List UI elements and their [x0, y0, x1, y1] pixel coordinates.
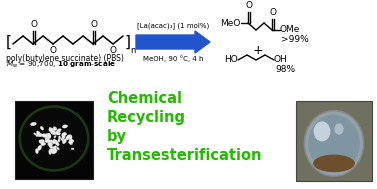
Text: [: [	[6, 35, 12, 50]
Ellipse shape	[40, 126, 44, 130]
Ellipse shape	[48, 140, 53, 143]
Ellipse shape	[35, 149, 38, 154]
Text: HO: HO	[224, 56, 238, 64]
FancyArrow shape	[136, 31, 210, 53]
Ellipse shape	[55, 142, 58, 145]
Ellipse shape	[56, 129, 61, 133]
Ellipse shape	[46, 137, 49, 141]
Ellipse shape	[69, 135, 72, 140]
Text: by: by	[107, 129, 127, 144]
Ellipse shape	[55, 132, 60, 135]
Text: +: +	[253, 43, 263, 57]
Text: [La(acac)₃] (1 mol%): [La(acac)₃] (1 mol%)	[137, 22, 209, 29]
Ellipse shape	[41, 139, 44, 142]
Ellipse shape	[49, 143, 52, 146]
Ellipse shape	[45, 139, 51, 143]
Ellipse shape	[52, 139, 56, 144]
Ellipse shape	[49, 149, 52, 154]
Ellipse shape	[49, 127, 53, 132]
Text: Transesterification: Transesterification	[107, 148, 262, 163]
Ellipse shape	[61, 138, 64, 141]
Ellipse shape	[50, 149, 54, 153]
Ellipse shape	[58, 132, 60, 135]
Ellipse shape	[304, 111, 364, 176]
Ellipse shape	[48, 143, 52, 146]
Ellipse shape	[57, 147, 60, 150]
Ellipse shape	[62, 125, 67, 128]
Ellipse shape	[314, 121, 330, 141]
Ellipse shape	[66, 135, 71, 140]
Ellipse shape	[52, 146, 55, 151]
Ellipse shape	[53, 127, 57, 130]
Ellipse shape	[69, 139, 73, 145]
Ellipse shape	[51, 131, 56, 135]
Ellipse shape	[36, 133, 39, 137]
Ellipse shape	[41, 143, 46, 146]
Ellipse shape	[49, 145, 53, 148]
Ellipse shape	[48, 133, 51, 139]
Ellipse shape	[55, 132, 59, 134]
Ellipse shape	[31, 122, 37, 126]
FancyBboxPatch shape	[296, 101, 372, 181]
Ellipse shape	[39, 140, 44, 144]
Text: MeO: MeO	[220, 19, 241, 28]
Ellipse shape	[62, 133, 66, 136]
Ellipse shape	[53, 149, 57, 153]
Text: O: O	[90, 20, 98, 29]
Ellipse shape	[62, 133, 67, 136]
Ellipse shape	[45, 137, 47, 140]
Ellipse shape	[55, 140, 58, 144]
Ellipse shape	[58, 139, 60, 142]
Ellipse shape	[46, 133, 48, 137]
Ellipse shape	[49, 128, 54, 133]
Ellipse shape	[63, 135, 65, 138]
Text: O: O	[49, 46, 57, 55]
Ellipse shape	[71, 148, 74, 150]
Text: Chemical: Chemical	[107, 91, 182, 106]
Text: Recycling: Recycling	[107, 110, 186, 125]
Ellipse shape	[50, 128, 56, 132]
Text: MeOH, 90 °C, 4 h: MeOH, 90 °C, 4 h	[143, 55, 203, 62]
Text: OMe: OMe	[280, 26, 300, 35]
FancyBboxPatch shape	[15, 101, 93, 179]
Ellipse shape	[57, 143, 59, 146]
Text: O: O	[109, 46, 116, 55]
Text: O: O	[245, 1, 253, 10]
Text: O: O	[31, 20, 38, 29]
Ellipse shape	[313, 155, 355, 172]
Ellipse shape	[61, 135, 65, 140]
Text: poly(butylene succinate) (PBS): poly(butylene succinate) (PBS)	[6, 54, 124, 63]
Ellipse shape	[41, 134, 48, 137]
Text: O: O	[270, 8, 277, 17]
Ellipse shape	[52, 148, 56, 154]
Ellipse shape	[51, 130, 55, 133]
Text: n: n	[130, 46, 135, 55]
Text: ]: ]	[125, 35, 131, 50]
Ellipse shape	[63, 139, 67, 144]
Ellipse shape	[37, 145, 42, 150]
Text: >99%: >99%	[281, 35, 309, 43]
Ellipse shape	[48, 135, 50, 139]
Text: 98%: 98%	[275, 66, 295, 74]
Ellipse shape	[50, 142, 52, 146]
Ellipse shape	[54, 135, 56, 138]
Ellipse shape	[61, 132, 66, 137]
Ellipse shape	[34, 133, 36, 135]
Text: $M_\mathrm{w}$ = 90,700, $\mathbf{10\ gram\text{-}scale}$: $M_\mathrm{w}$ = 90,700, $\mathbf{10\ gr…	[6, 60, 116, 70]
Ellipse shape	[37, 131, 40, 135]
Text: OH: OH	[274, 56, 288, 64]
Ellipse shape	[334, 123, 343, 135]
Ellipse shape	[20, 106, 88, 170]
Ellipse shape	[308, 115, 360, 172]
Ellipse shape	[58, 136, 61, 139]
Ellipse shape	[53, 146, 57, 150]
Ellipse shape	[37, 133, 43, 137]
Ellipse shape	[69, 139, 74, 144]
